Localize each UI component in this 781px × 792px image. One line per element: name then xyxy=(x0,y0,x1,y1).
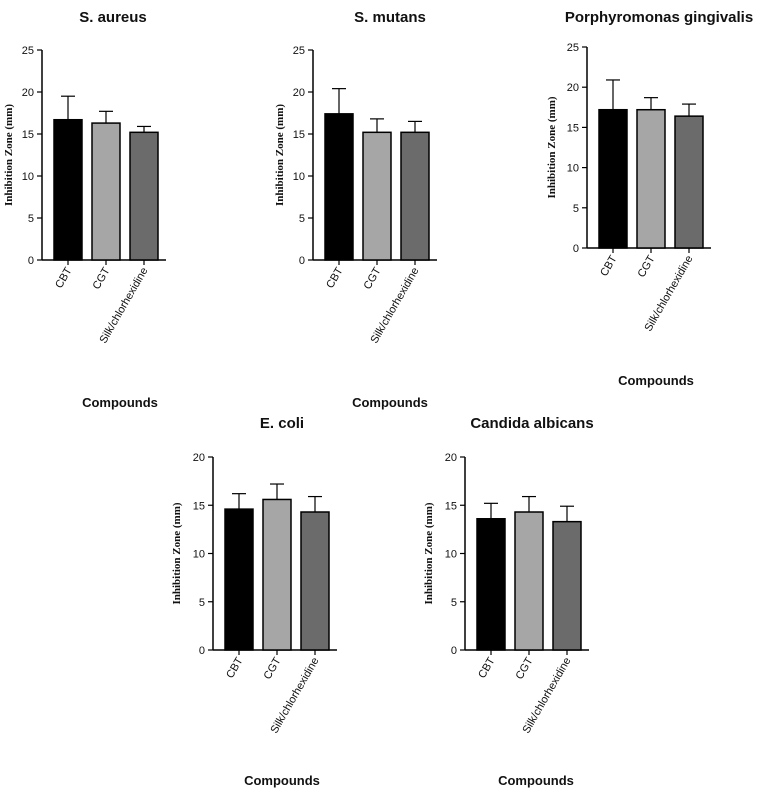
y-tick-label: 10 xyxy=(193,549,205,561)
bar xyxy=(636,108,666,249)
y-axis-label: Inhibition Zone (mm) xyxy=(423,502,435,604)
y-tick-label: 15 xyxy=(22,129,34,141)
y-tick-label: 15 xyxy=(567,122,579,134)
y-tick-label: 0 xyxy=(573,243,579,255)
bar xyxy=(262,498,292,651)
x-tick-label: CBT xyxy=(53,265,75,290)
bar xyxy=(598,108,628,249)
y-axis-label: Inhibition Zone (mm) xyxy=(171,502,183,604)
bar xyxy=(400,131,430,261)
y-tick-label: 5 xyxy=(28,213,34,225)
y-tick-label: 0 xyxy=(28,255,34,267)
bar xyxy=(674,115,704,249)
y-axis-label: Inhibition Zone (mm) xyxy=(3,104,15,206)
y-tick-label: 20 xyxy=(293,87,305,99)
y-tick-label: 5 xyxy=(573,203,579,215)
y-axis-label: Inhibition Zone (mm) xyxy=(274,104,286,206)
x-tick-label: CBT xyxy=(324,265,346,290)
chart-title: S. mutans xyxy=(354,9,426,26)
x-tick-label: CGT xyxy=(262,655,284,681)
y-tick-label: 10 xyxy=(22,171,34,183)
y-tick-label: 5 xyxy=(299,213,305,225)
chart-title: Candida albicans xyxy=(470,415,593,432)
bar xyxy=(514,511,544,651)
y-tick-label: 10 xyxy=(567,163,579,175)
bar xyxy=(53,118,83,261)
y-tick-label: 0 xyxy=(299,255,305,267)
y-tick-label: 20 xyxy=(22,87,34,99)
x-tick-label: CGT xyxy=(362,265,384,291)
y-tick-label: 20 xyxy=(193,452,205,464)
x-tick-label: CBT xyxy=(476,655,498,680)
y-tick-label: 10 xyxy=(445,549,457,561)
x-tick-label: CGT xyxy=(514,655,536,681)
x-axis-title: Compounds xyxy=(498,773,574,788)
y-tick-label: 0 xyxy=(451,645,457,657)
y-axis-label: Inhibition Zone (mm) xyxy=(546,96,558,198)
bar xyxy=(324,113,354,261)
x-tick-label: CGT xyxy=(91,265,113,291)
y-tick-label: 20 xyxy=(567,82,579,94)
y-tick-label: 5 xyxy=(199,597,205,609)
y-tick-label: 5 xyxy=(451,597,457,609)
chart-title: E. coli xyxy=(260,415,304,432)
y-tick-label: 15 xyxy=(293,129,305,141)
x-tick-label: CBT xyxy=(598,253,620,278)
y-tick-label: 0 xyxy=(199,645,205,657)
y-tick-label: 25 xyxy=(293,45,305,57)
x-tick-label: CGT xyxy=(636,253,658,279)
bar xyxy=(476,518,506,651)
chart-panel: E. coli Inhibition Zone (mm) 0 5 10 15 20 CBT CG… xyxy=(171,415,337,788)
y-tick-label: 15 xyxy=(445,500,457,512)
bar xyxy=(552,520,582,651)
bar xyxy=(362,131,392,261)
x-tick-label: CBT xyxy=(224,655,246,680)
chart-panel: Porphyromonas gingivalis Inhibition Zone … xyxy=(546,9,753,388)
chart-title: S. aureus xyxy=(79,9,147,26)
x-axis-title: Compounds xyxy=(244,773,320,788)
y-tick-label: 20 xyxy=(445,452,457,464)
x-axis-title: Compounds xyxy=(618,373,694,388)
y-tick-label: 15 xyxy=(193,500,205,512)
x-axis-title: Compounds xyxy=(352,395,428,410)
chart-panel: S. mutans Inhibition Zone (mm) 0 5 10 15 20 25 C… xyxy=(274,9,437,410)
chart-panel: Candida albicans Inhibition Zone (mm) 0 5 10… xyxy=(423,415,594,788)
bar xyxy=(129,131,159,261)
bar xyxy=(91,122,121,261)
y-tick-label: 10 xyxy=(293,171,305,183)
bar xyxy=(300,511,330,651)
chart-panel: S. aureus Inhibition Zone (mm) 0 5 10 15 20 25 C… xyxy=(3,9,166,410)
x-axis-title: Compounds xyxy=(82,395,158,410)
chart-title: Porphyromonas gingivalis xyxy=(565,9,753,26)
y-tick-label: 25 xyxy=(567,42,579,54)
bar xyxy=(224,508,254,651)
y-tick-label: 25 xyxy=(22,45,34,57)
